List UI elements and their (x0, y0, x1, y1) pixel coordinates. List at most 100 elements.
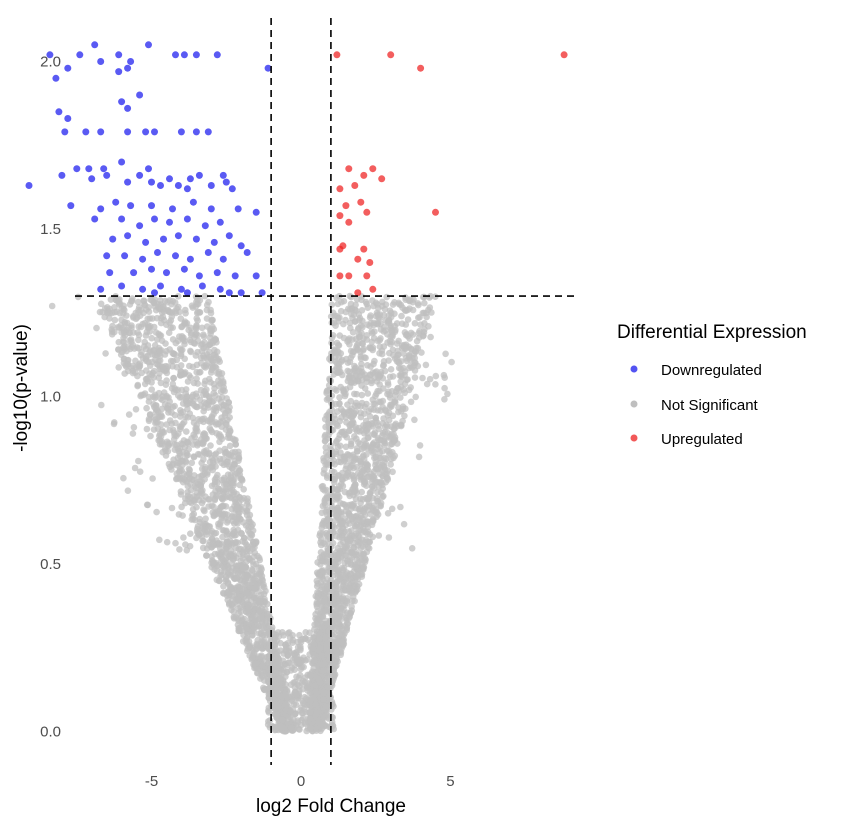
point-not-significant (239, 549, 246, 556)
point-downregulated (124, 178, 132, 186)
point-not-significant (330, 703, 337, 710)
point-not-significant (179, 334, 186, 342)
point-downregulated (174, 232, 182, 240)
point-not-significant (244, 545, 251, 553)
point-not-significant (223, 538, 231, 545)
point-downregulated (195, 272, 203, 280)
point-not-significant (346, 341, 353, 348)
point-not-significant (191, 483, 199, 490)
point-not-significant (237, 475, 245, 483)
point-not-significant (137, 392, 144, 400)
point-not-significant (380, 358, 388, 365)
point-not-significant (172, 539, 179, 547)
point-not-significant (194, 442, 201, 449)
point-not-significant (216, 358, 223, 366)
point-not-significant (205, 496, 212, 503)
point-not-significant (304, 636, 312, 643)
point-downregulated (148, 202, 155, 210)
point-not-significant (228, 560, 235, 567)
point-downregulated (180, 265, 188, 273)
point-not-significant (326, 417, 333, 424)
point-not-significant (222, 548, 229, 556)
point-not-significant (209, 540, 217, 548)
point-not-significant (163, 394, 170, 401)
point-not-significant (323, 389, 330, 397)
point-not-significant (336, 534, 343, 541)
point-not-significant (191, 433, 199, 441)
point-not-significant (360, 466, 368, 474)
point-not-significant (316, 679, 324, 686)
point-not-significant (370, 400, 377, 408)
point-not-significant (324, 651, 331, 658)
point-not-significant (170, 374, 178, 382)
point-downregulated (109, 235, 117, 243)
point-not-significant (169, 462, 176, 469)
point-downregulated (183, 185, 191, 193)
point-not-significant (283, 662, 290, 669)
point-downregulated (136, 91, 144, 99)
point-not-significant (323, 396, 331, 403)
point-not-significant (364, 518, 371, 525)
point-not-significant (358, 488, 366, 496)
point-not-significant (223, 543, 230, 550)
point-not-significant (379, 298, 386, 306)
point-not-significant (425, 323, 432, 330)
point-not-significant (120, 310, 127, 317)
point-not-significant (426, 375, 434, 383)
point-not-significant (244, 572, 252, 580)
point-not-significant (322, 501, 329, 509)
point-not-significant (143, 367, 150, 374)
point-not-significant (272, 701, 280, 708)
point-downregulated (91, 41, 99, 49)
point-not-significant (389, 373, 397, 380)
point-not-significant (210, 337, 217, 345)
point-upregulated (378, 175, 386, 183)
point-not-significant (322, 437, 329, 445)
point-not-significant (194, 380, 201, 387)
point-not-significant (353, 435, 360, 443)
point-not-significant (388, 430, 395, 438)
point-not-significant (171, 299, 179, 306)
point-not-significant (256, 612, 264, 619)
point-downregulated (166, 175, 173, 183)
point-not-significant (415, 301, 422, 309)
point-downregulated (103, 171, 111, 179)
point-not-significant (266, 670, 274, 678)
point-not-significant (185, 465, 193, 473)
point-not-significant (200, 497, 207, 504)
point-not-significant (377, 335, 384, 342)
point-not-significant (168, 504, 176, 512)
point-not-significant (214, 485, 222, 492)
point-upregulated (360, 245, 368, 253)
point-not-significant (171, 441, 178, 448)
point-downregulated (148, 178, 155, 186)
point-downregulated (177, 285, 185, 293)
point-not-significant (144, 375, 152, 382)
legend: Differential Expression Downregulated No… (617, 322, 807, 448)
point-not-significant (137, 351, 145, 359)
point-not-significant (352, 424, 360, 431)
point-not-significant (373, 509, 381, 516)
point-not-significant (296, 726, 303, 733)
point-not-significant (441, 374, 449, 382)
x-tick-label: 0 (297, 773, 305, 790)
point-not-significant (255, 598, 263, 606)
x-tick-label: 5 (446, 773, 454, 790)
point-not-significant (135, 336, 142, 344)
point-downregulated (118, 282, 126, 290)
point-not-significant (356, 505, 364, 512)
point-not-significant (376, 470, 384, 478)
point-not-significant (144, 342, 152, 349)
point-not-significant (304, 684, 311, 692)
point-not-significant (398, 372, 405, 379)
point-not-significant (163, 421, 170, 428)
point-not-significant (190, 476, 197, 484)
point-not-significant (401, 412, 408, 420)
point-not-significant (143, 501, 151, 509)
point-not-significant (201, 432, 208, 440)
point-not-significant (395, 364, 403, 372)
point-not-significant (231, 513, 238, 521)
point-not-significant (366, 413, 374, 420)
point-not-significant (214, 471, 221, 479)
point-not-significant (340, 596, 347, 603)
